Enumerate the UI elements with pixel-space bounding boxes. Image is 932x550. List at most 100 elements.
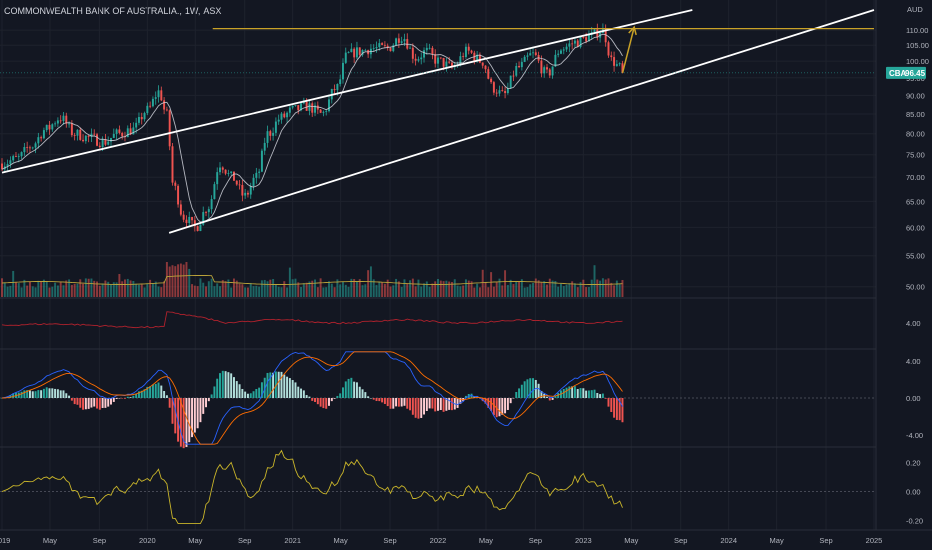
macd-histogram-bar bbox=[168, 398, 171, 408]
macd-histogram-bar bbox=[392, 398, 395, 409]
candle-body bbox=[241, 185, 244, 196]
macd-histogram-bar bbox=[191, 398, 194, 438]
candle-body bbox=[420, 57, 423, 60]
volume-bar bbox=[82, 283, 85, 297]
candle-body bbox=[232, 171, 235, 181]
candle-body bbox=[582, 36, 585, 38]
indicator-pane bbox=[1, 311, 623, 329]
volume-bar bbox=[260, 280, 263, 297]
volume-bar bbox=[93, 280, 96, 297]
volume-bar bbox=[277, 286, 280, 297]
candle-body bbox=[14, 156, 17, 157]
candle-body bbox=[157, 90, 160, 98]
volume-bar bbox=[286, 287, 289, 297]
macd-histogram-bar bbox=[249, 393, 252, 398]
volume-bar bbox=[523, 287, 526, 297]
macd-histogram-bar bbox=[297, 386, 300, 398]
volume-bar bbox=[400, 286, 403, 297]
candle-body bbox=[246, 192, 249, 195]
candle-body bbox=[417, 59, 420, 61]
macd-histogram-bar bbox=[129, 397, 132, 398]
volume-bar bbox=[504, 270, 507, 297]
candle-body bbox=[378, 43, 381, 48]
candle-body bbox=[386, 45, 389, 48]
candle-body bbox=[42, 130, 45, 139]
volume-bar bbox=[425, 281, 428, 297]
macd-histogram-bar bbox=[369, 397, 372, 399]
candle-body bbox=[177, 185, 180, 205]
macd-histogram-bar bbox=[400, 398, 403, 407]
candle-body bbox=[462, 56, 465, 57]
last-price-value: 96.45 bbox=[905, 69, 926, 78]
candle-body bbox=[529, 53, 532, 56]
macd-histogram-bar bbox=[512, 398, 515, 399]
macd-histogram-bar bbox=[1, 398, 3, 399]
candle-body bbox=[559, 50, 562, 54]
candle-body bbox=[464, 46, 467, 57]
volume-bar bbox=[288, 267, 291, 297]
macd-histogram-bar bbox=[272, 372, 275, 398]
volume-bar bbox=[403, 279, 406, 297]
volume-bar bbox=[174, 266, 177, 297]
grid-lines bbox=[0, 0, 876, 530]
candle-body bbox=[283, 113, 286, 118]
macd-histogram-bar bbox=[96, 398, 99, 409]
candle-body bbox=[450, 62, 453, 67]
candle-body bbox=[277, 119, 280, 122]
interval-label[interactable]: 1W, bbox=[184, 6, 201, 16]
volume-bar bbox=[439, 280, 442, 297]
macd-histogram-bar bbox=[238, 384, 241, 398]
volume-bar bbox=[42, 279, 45, 297]
time-tick-label: Sep bbox=[674, 536, 687, 545]
price-tick-label: 105.00 bbox=[906, 41, 929, 50]
volume-ma-line bbox=[1, 275, 623, 285]
volume-bar bbox=[31, 286, 34, 297]
macd-histogram-bar bbox=[367, 396, 370, 398]
macd-histogram-bar bbox=[325, 398, 328, 409]
volume-bar bbox=[411, 278, 414, 297]
candle-body bbox=[403, 39, 406, 42]
candle-body bbox=[470, 50, 473, 53]
volume-bar bbox=[325, 287, 328, 297]
candle-body bbox=[174, 182, 177, 186]
macd-histogram-bar bbox=[118, 398, 121, 399]
candle-body bbox=[286, 112, 289, 118]
candle-body bbox=[467, 46, 470, 51]
macd-histogram-bar bbox=[277, 371, 280, 398]
candle-body bbox=[260, 150, 263, 172]
macd-histogram-bar bbox=[252, 391, 255, 398]
pane-separators bbox=[0, 0, 932, 531]
volume-bar bbox=[593, 265, 596, 297]
candle-body bbox=[512, 75, 515, 77]
macd-histogram-bar bbox=[375, 398, 378, 401]
macd-histogram-bar bbox=[280, 371, 283, 398]
macd-histogram-bar bbox=[571, 386, 574, 398]
macd-histogram-bar bbox=[68, 395, 71, 398]
candle-body bbox=[523, 56, 526, 62]
symbol-name[interactable]: COMMONWEALTH BANK OF AUSTRALIA., bbox=[4, 6, 182, 16]
macd-histogram-bar bbox=[135, 393, 138, 398]
candle-body bbox=[613, 57, 616, 66]
macd-histogram-bar bbox=[149, 386, 152, 398]
macd-histogram-bar bbox=[286, 376, 289, 398]
candle-body bbox=[428, 47, 431, 49]
candle-body bbox=[557, 53, 560, 55]
volume-bar bbox=[604, 279, 607, 297]
macd-histogram-bar bbox=[456, 398, 459, 408]
candle-body bbox=[291, 105, 294, 108]
macd-histogram-bar bbox=[425, 398, 428, 411]
candle-body bbox=[76, 129, 79, 136]
macd-histogram-bar bbox=[395, 398, 398, 407]
macd-histogram-bar bbox=[593, 389, 596, 398]
volume-bar bbox=[126, 278, 129, 297]
macd-histogram-bar bbox=[160, 385, 163, 398]
price-moving-average bbox=[1, 33, 623, 223]
candle-body bbox=[68, 123, 71, 125]
volume-bar bbox=[73, 283, 76, 297]
volume-bar bbox=[601, 278, 604, 297]
candle-body bbox=[341, 62, 344, 80]
candle-body bbox=[520, 61, 523, 68]
candle-body bbox=[126, 128, 129, 138]
macd-histogram-bar bbox=[227, 372, 230, 398]
